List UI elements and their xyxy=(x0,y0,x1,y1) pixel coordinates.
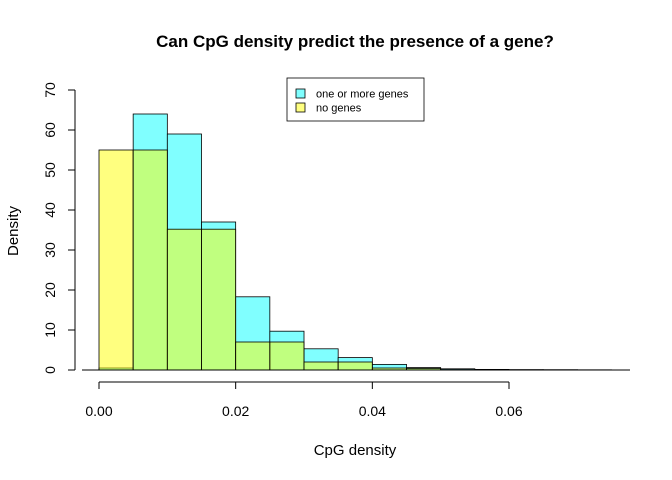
x-tick-label: 0.00 xyxy=(85,403,112,419)
x-tick-label: 0.02 xyxy=(222,403,249,419)
chart-title: Can CpG density predict the presence of … xyxy=(156,32,554,51)
legend-swatch-one-or-more-genes xyxy=(295,88,306,99)
bar-no-genes xyxy=(303,361,339,371)
bar-no-genes xyxy=(166,228,202,371)
y-tick-label: 70 xyxy=(42,82,58,98)
legend-box xyxy=(286,77,425,122)
y-tick-label: 40 xyxy=(42,202,58,218)
y-axis-ticks: 0 10 20 30 40 50 60 70 xyxy=(42,82,75,374)
y-tick-label: 60 xyxy=(42,122,58,138)
y-tick-label: 0 xyxy=(42,366,58,374)
legend-label-one-or-more-genes: one or more genes xyxy=(316,89,409,101)
legend-label-no-genes: no genes xyxy=(316,103,362,115)
bar-no-genes xyxy=(269,341,305,371)
y-axis-title: Density xyxy=(5,205,22,256)
x-tick-label: 0.04 xyxy=(359,403,386,419)
x-axis-title: CpG density xyxy=(314,442,397,459)
series-no-genes xyxy=(98,149,476,371)
bar-no-genes xyxy=(337,361,373,371)
legend-swatch-no-genes xyxy=(295,102,306,113)
y-tick-label: 20 xyxy=(42,282,58,298)
x-axis-ticks: 0.00 0.02 0.04 0.06 xyxy=(85,382,523,419)
bar-no-genes xyxy=(235,341,271,371)
y-tick-label: 30 xyxy=(42,242,58,258)
x-tick-label: 0.06 xyxy=(495,403,522,419)
bar-no-genes xyxy=(132,149,168,371)
bar-no-genes xyxy=(98,149,134,371)
y-tick-label: 50 xyxy=(42,162,58,178)
y-tick-label: 10 xyxy=(42,322,58,338)
legend: one or more genes no genes xyxy=(286,77,425,122)
bar-no-genes xyxy=(201,228,237,371)
